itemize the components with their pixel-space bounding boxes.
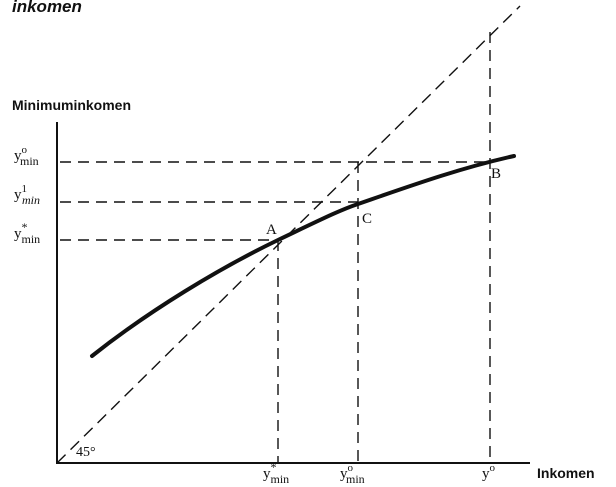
x-tick-y0min: yo min (340, 462, 365, 486)
x-axis-label: Inkomen (537, 465, 595, 481)
title-fragment: inkomen (12, 0, 82, 16)
point-b-label: B (491, 166, 501, 182)
point-a-label: A (266, 222, 277, 238)
y-tick-y0min: yo min (14, 144, 39, 168)
x-tick-ystarmin: y* min (263, 460, 289, 486)
y-axis-label: Minimuminkomen (12, 97, 131, 113)
minimum-income-curve (90, 154, 516, 358)
point-c-label: C (362, 211, 372, 227)
y-tick-ystarmin: y* min (14, 220, 40, 246)
y-tick-y1min: y1 min (14, 183, 40, 207)
x-tick-y0: yo (482, 462, 496, 482)
angle-label: 45° (76, 445, 96, 460)
